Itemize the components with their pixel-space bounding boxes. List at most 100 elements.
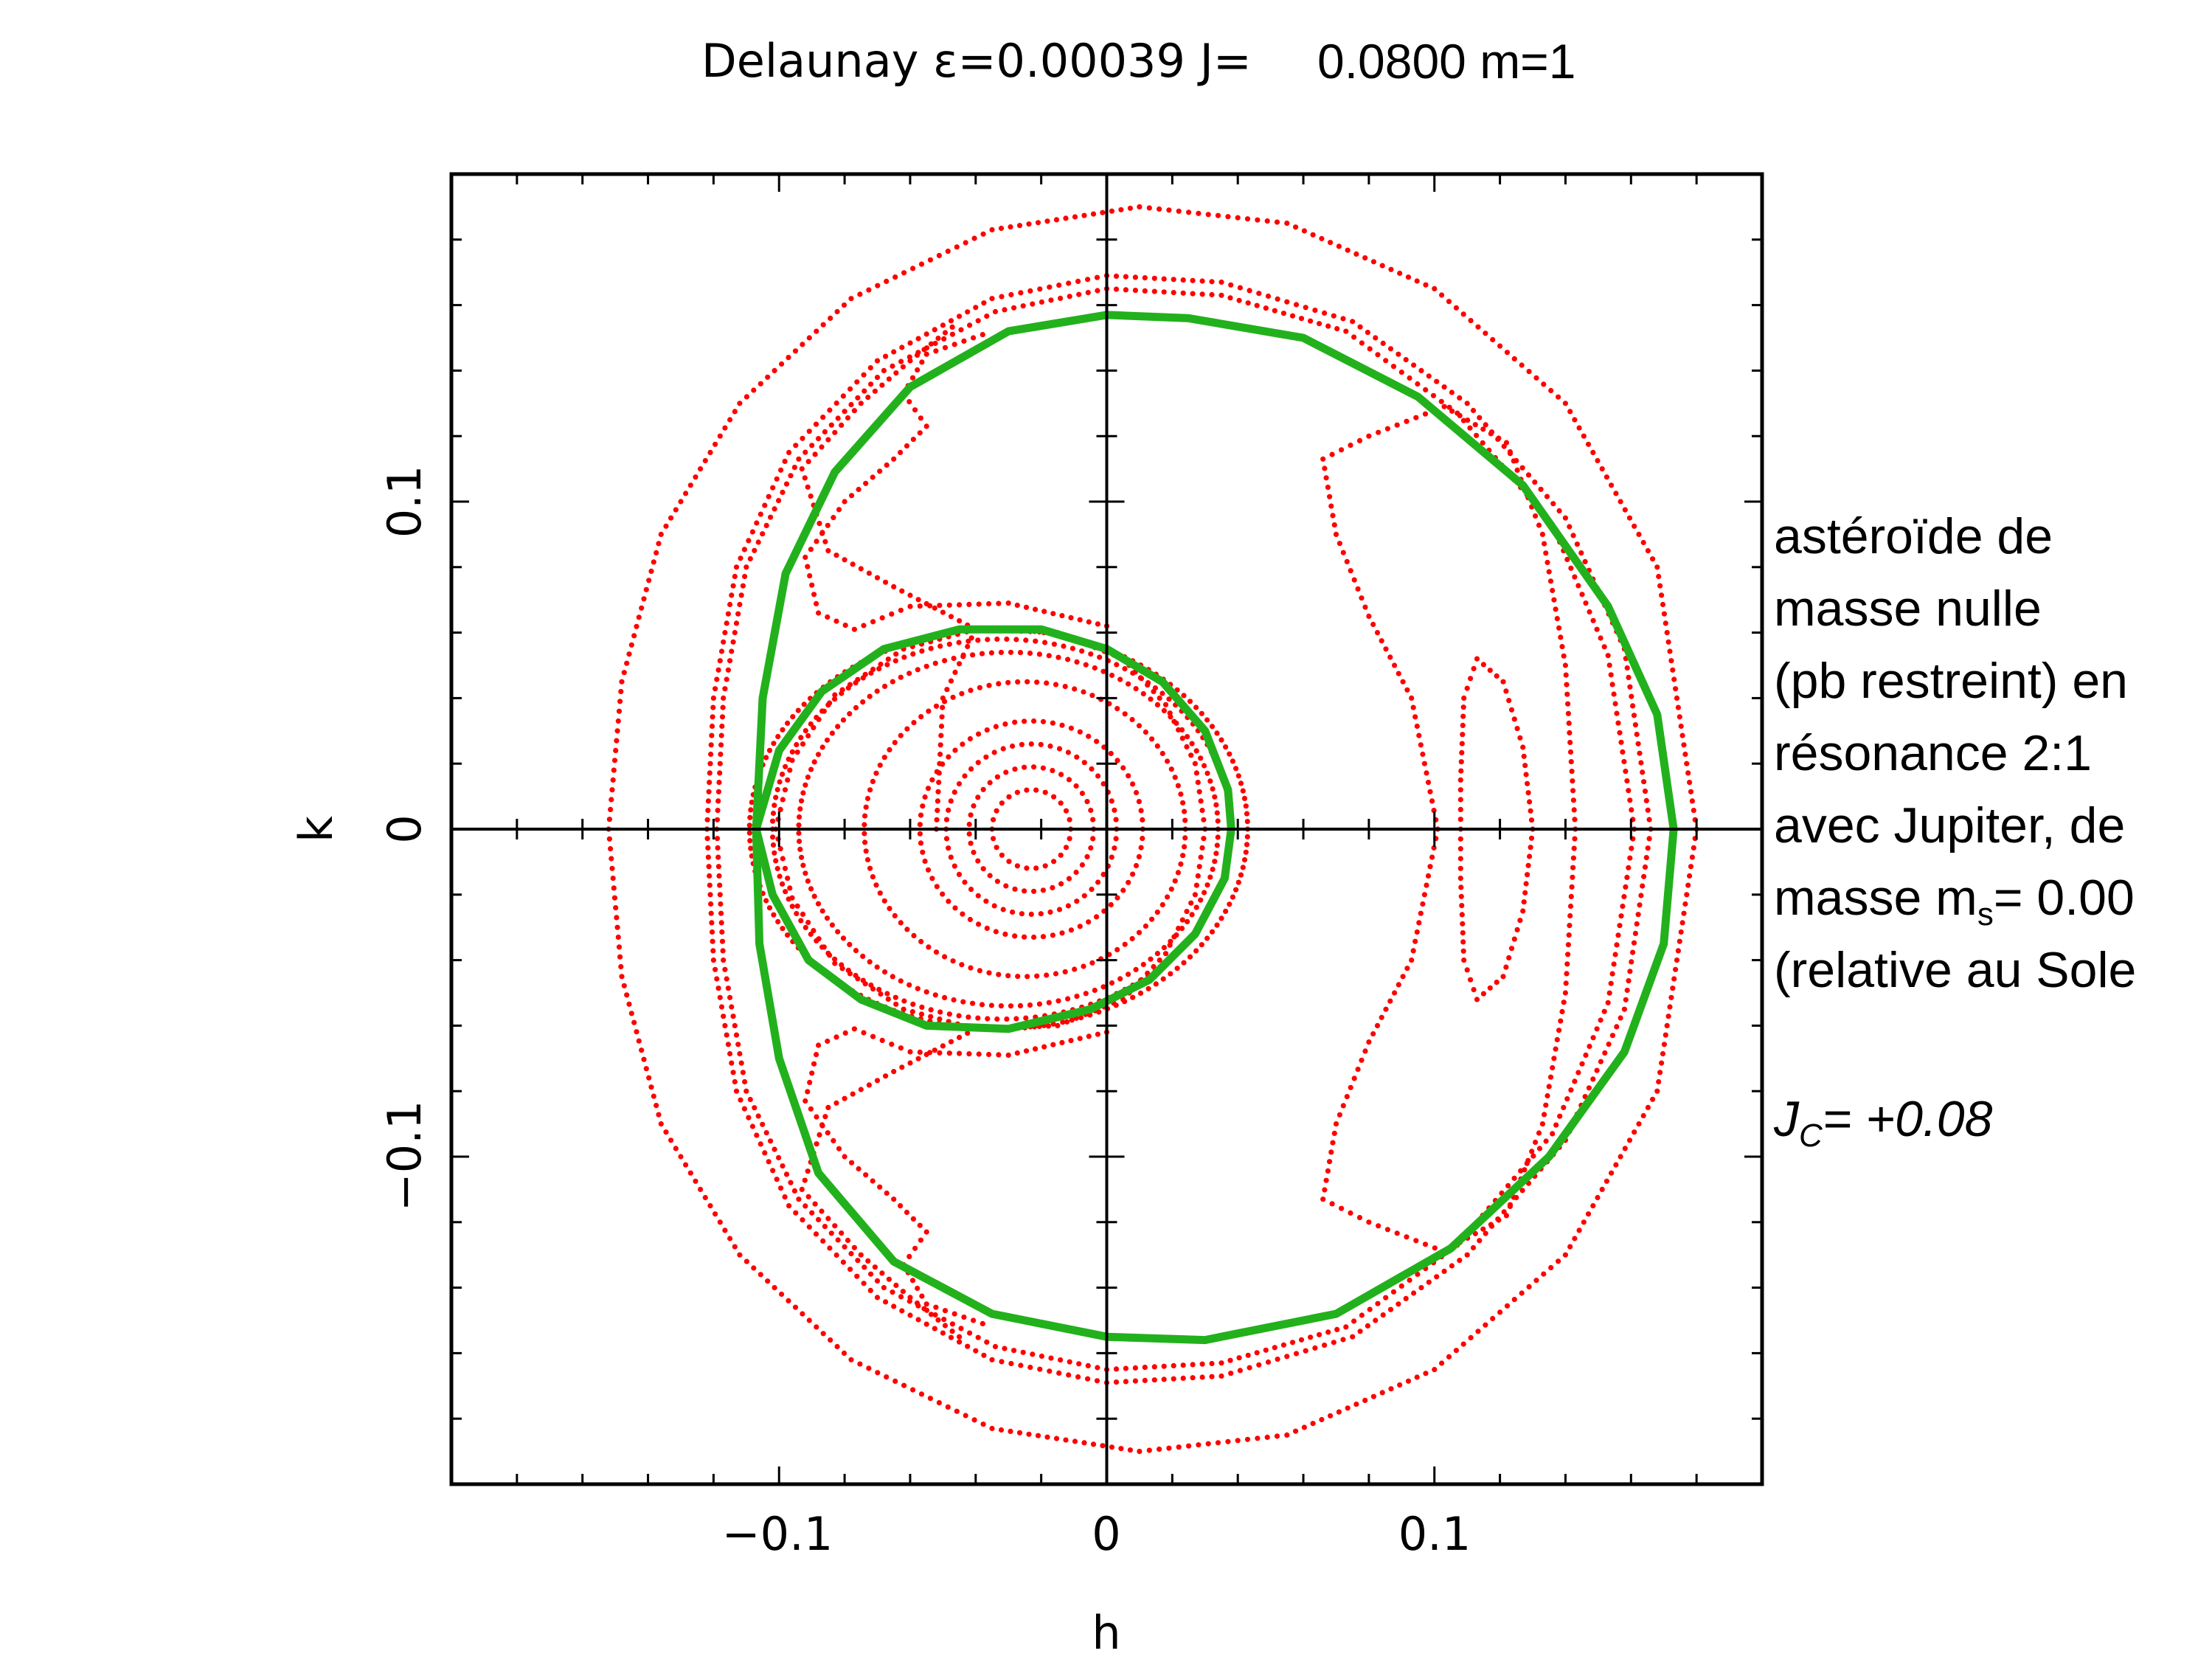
orbit-point xyxy=(989,226,995,233)
orbit-point xyxy=(891,349,897,355)
orbit-point xyxy=(780,772,786,777)
orbit-point xyxy=(885,996,891,1002)
orbit-point xyxy=(740,1070,746,1076)
orbit-point xyxy=(875,1370,881,1376)
orbit-point xyxy=(1154,702,1160,708)
orbit-point xyxy=(1129,716,1135,723)
orbit-point xyxy=(1677,938,1682,944)
orbit-point xyxy=(1641,779,1647,785)
orbit-point xyxy=(785,777,791,783)
orbit-point xyxy=(1050,768,1055,774)
orbit-point xyxy=(1420,751,1426,758)
orbit-point xyxy=(710,938,715,944)
orbit-point xyxy=(760,531,766,537)
orbit-point xyxy=(934,884,940,890)
orbit-point xyxy=(832,429,838,435)
orbit-point xyxy=(774,865,780,872)
orbit-point xyxy=(819,1208,825,1214)
orbit-point xyxy=(772,1285,777,1291)
orbit-point xyxy=(985,1016,991,1022)
orbit-point xyxy=(834,308,840,315)
orbit-point xyxy=(1356,1215,1363,1221)
orbit-point xyxy=(799,854,805,860)
orbit-point xyxy=(1065,749,1071,755)
orbit-point xyxy=(910,266,916,271)
orbit-point xyxy=(707,1203,713,1209)
orbit-point xyxy=(858,1087,864,1092)
orbit-point xyxy=(854,1273,860,1279)
orbit-point xyxy=(732,1244,738,1250)
orbit-point xyxy=(922,858,928,865)
orbit-point xyxy=(1550,1064,1556,1071)
orbit-point xyxy=(729,592,735,598)
orbit-point xyxy=(613,747,619,754)
orbit-point xyxy=(942,994,948,1000)
orbit-point xyxy=(1626,788,1632,794)
orbit-point xyxy=(1061,643,1067,649)
orbit-point xyxy=(1006,859,1012,865)
orbit-point xyxy=(1590,1035,1596,1041)
orbit-point xyxy=(609,865,615,871)
orbit-point xyxy=(1280,311,1286,316)
orbit-point xyxy=(1470,1244,1477,1251)
orbit-point xyxy=(942,954,948,960)
orbit-point xyxy=(1245,300,1251,306)
orbit-point xyxy=(1059,613,1065,619)
orbit-point xyxy=(874,1295,881,1300)
orbit-point xyxy=(1132,1365,1138,1371)
orbit-point xyxy=(743,564,749,570)
orbit-point xyxy=(1151,275,1157,281)
orbit-point xyxy=(923,1321,929,1327)
orbit-point xyxy=(624,992,630,998)
mass-label: masse m xyxy=(1774,870,1977,926)
orbit-point xyxy=(619,974,625,980)
orbit-point xyxy=(890,679,895,685)
orbit-point xyxy=(1376,1223,1381,1229)
orbit-point xyxy=(877,890,883,896)
orbit-point xyxy=(958,327,964,333)
orbit-point xyxy=(1441,1268,1447,1274)
orbit-point xyxy=(1503,964,1509,970)
orbit-point xyxy=(833,618,839,624)
orbit-point xyxy=(936,252,942,258)
orbit-point xyxy=(1010,909,1016,915)
orbit-point xyxy=(1076,291,1082,297)
orbit-point xyxy=(911,720,917,726)
orbit-point xyxy=(1204,717,1210,723)
orbit-point xyxy=(952,747,958,753)
orbit-point xyxy=(1184,909,1190,915)
orbit-point xyxy=(1196,210,1202,216)
orbit-point xyxy=(707,449,713,456)
orbit-point xyxy=(757,1141,763,1147)
orbit-point xyxy=(889,611,895,617)
orbit-point xyxy=(619,679,625,685)
orbit-point xyxy=(1370,1393,1376,1399)
orbit-point xyxy=(1176,727,1182,733)
orbit-point xyxy=(1461,695,1467,702)
orbit-point xyxy=(1237,285,1243,291)
orbit-point xyxy=(956,640,962,645)
orbit-point xyxy=(1665,639,1671,645)
orbit-point xyxy=(1424,882,1429,888)
orbit-point xyxy=(783,1171,790,1177)
orbit-point xyxy=(1627,969,1633,974)
orbit-point xyxy=(812,1201,818,1207)
orbit-point xyxy=(1430,392,1437,398)
orbit-point xyxy=(722,686,728,692)
orbit-point xyxy=(850,1091,856,1097)
orbit-point xyxy=(867,865,873,871)
orbit-point xyxy=(1050,611,1056,617)
orbit-point xyxy=(1334,326,1340,332)
orbit-point xyxy=(1079,862,1085,868)
orbit-point xyxy=(780,1163,786,1169)
orbit-point xyxy=(936,770,942,776)
orbit-point xyxy=(727,417,733,423)
orbit-point xyxy=(1556,394,1561,400)
orbit-point xyxy=(1310,232,1316,238)
orbit-point xyxy=(1570,855,1576,861)
orbit-point xyxy=(651,559,656,565)
orbit-point xyxy=(715,986,721,991)
orbit-point xyxy=(948,318,954,324)
orbit-point xyxy=(847,1267,853,1272)
orbit-point xyxy=(783,481,790,487)
